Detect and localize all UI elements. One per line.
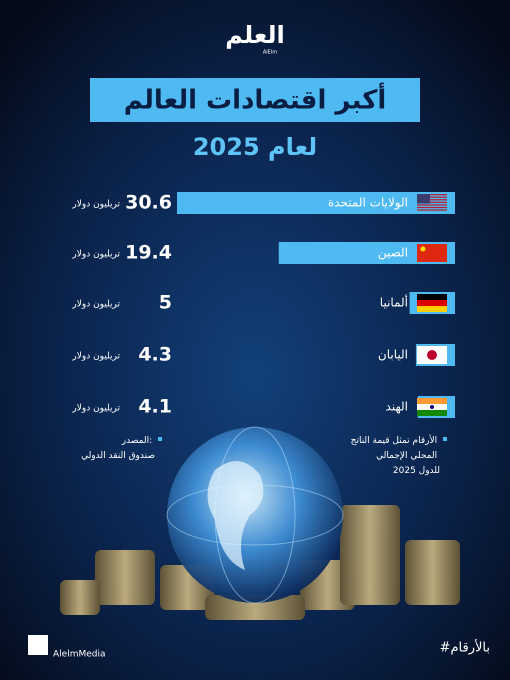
category-label: الولايات المتحدة [328,196,408,211]
chart-title: أكبر اقتصادات العالم [124,83,387,116]
value-label: 30.6 [125,192,172,214]
unit-label: تريليون دولار [71,352,120,362]
note: الأرقام تمثل قيمة الناتج المحلي الإجمالي… [351,434,440,476]
chart-subtitle: لعام 2025 [193,133,317,161]
flag-part [417,194,447,196]
decoration [60,426,460,620]
handle: AlelmMedia [53,650,106,660]
flag-part [417,199,447,201]
logo-sub: AlElm [263,50,277,56]
note-bullet [443,437,447,441]
title-box [90,78,420,122]
category-label: الهند [386,400,408,414]
note-line: الأرقام تمثل قيمة الناتج [351,434,437,446]
logo: العلم [225,21,284,49]
flag-part [417,196,447,198]
source-line: المصدر: [121,436,152,446]
flag-part [417,300,447,306]
hashtag: #بالأرقام [440,639,490,656]
flag-part [427,350,437,360]
flag-part [417,244,447,262]
unit-label: تريليون دولار [71,200,120,210]
flag-part [417,204,447,206]
source-line: صندوق النقد الدولي [81,451,155,461]
value-label: 4.3 [138,344,172,366]
flag-part [417,294,447,300]
unit-label: تريليون دولار [71,300,120,310]
qr-code [28,635,48,655]
flag-part [417,306,447,312]
unit-label: تريليون دولار [71,250,120,260]
category-label: ألمانيا [380,295,408,310]
bar [177,192,455,214]
flag-part [430,405,434,409]
flag-part [417,398,447,404]
flag-part [417,206,447,209]
source-bullet [158,437,162,441]
source: المصدر: صندوق النقد الدولي [81,436,155,461]
unit-label: تريليون دولار [71,404,120,414]
category-label: اليابان [378,348,408,362]
value-label: 4.1 [138,396,172,418]
flag-part [417,194,430,204]
flag-part [417,410,447,416]
flag-part [417,209,447,211]
value-label: 5 [159,292,172,314]
flag-part [417,201,447,203]
flag-part [420,246,426,252]
note-line: للدول 2025 [393,466,440,476]
bar [278,242,455,264]
value-label: 19.4 [125,242,172,264]
category-label: الصين [378,246,408,261]
note-line: المحلي الإجمالي [376,451,437,461]
